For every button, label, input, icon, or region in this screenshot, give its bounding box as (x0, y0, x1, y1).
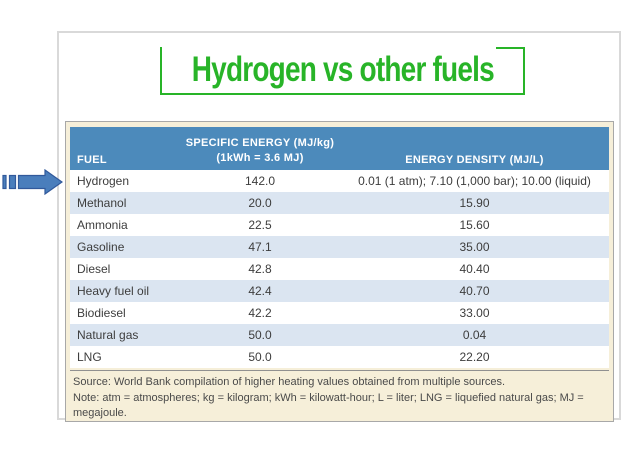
abbreviation-note: Note: atm = atmospheres; kg = kilogram; … (73, 391, 584, 420)
cell-energy-density: 22.20 (459, 350, 490, 364)
cell-fuel: Gasoline (77, 240, 125, 254)
slide-frame: Hydrogen vs other fuels FUEL SPECIFIC EN… (57, 31, 621, 422)
header-fuel: FUEL (77, 154, 107, 166)
cell-fuel: Diesel (77, 262, 111, 276)
cell-fuel: Heavy fuel oil (77, 284, 150, 298)
cell-specific-energy: 42.2 (248, 306, 272, 320)
cell-specific-energy: 42.4 (248, 284, 272, 298)
source-note: Source: World Bank compilation of higher… (73, 376, 506, 388)
title-box: Hydrogen vs other fuels (160, 47, 525, 95)
table-row: Natural gas 50.0 0.04 (70, 324, 609, 346)
header-specific-energy: SPECIFIC ENERGY (MJ/kg) (1kWh = 3.6 MJ) (180, 136, 340, 166)
header-specific-energy-line1: SPECIFIC ENERGY (MJ/kg) (185, 137, 335, 150)
table-row: Ammonia 22.5 15.60 (70, 214, 609, 236)
cell-energy-density: 40.70 (459, 284, 490, 298)
table-header: FUEL SPECIFIC ENERGY (MJ/kg) (1kWh = 3.6… (70, 127, 609, 170)
cell-energy-density: 15.90 (459, 196, 490, 210)
cell-energy-density: 0.04 (462, 328, 487, 342)
cell-energy-density: 0.01 (1 atm); 7.10 (1,000 bar); 10.00 (l… (358, 174, 591, 188)
table-notes: Source: World Bank compilation of higher… (70, 370, 609, 422)
cell-fuel: Natural gas (77, 328, 139, 342)
cell-fuel: Biodiesel (77, 306, 126, 320)
header-specific-energy-line2: (1kWh = 3.6 MJ) (216, 152, 304, 165)
table-row: LNG 50.0 22.20 (70, 346, 609, 368)
cell-energy-density: 40.40 (459, 262, 490, 276)
table-row: Methanol 20.0 15.90 (70, 192, 609, 214)
header-energy-density: ENERGY DENSITY (MJ/L) (405, 154, 544, 166)
cell-specific-energy: 20.0 (248, 196, 272, 210)
table-row: Biodiesel 42.2 33.00 (70, 302, 609, 324)
table-body: Hydrogen 142.0 0.01 (1 atm); 7.10 (1,000 b… (70, 170, 609, 368)
table-row: Heavy fuel oil 42.4 40.70 (70, 280, 609, 302)
cell-specific-energy: 22.5 (248, 218, 272, 232)
cell-specific-energy: 42.8 (248, 262, 272, 276)
cell-specific-energy: 142.0 (244, 174, 276, 188)
fuel-table: FUEL SPECIFIC ENERGY (MJ/kg) (1kWh = 3.6… (65, 121, 614, 422)
cell-specific-energy: 50.0 (248, 350, 272, 364)
cell-fuel: Hydrogen (77, 174, 130, 188)
cell-specific-energy: 50.0 (248, 328, 272, 342)
table-row: Diesel 42.8 40.40 (70, 258, 609, 280)
table-row: Gasoline 47.1 35.00 (70, 236, 609, 258)
cell-specific-energy: 47.1 (248, 240, 272, 254)
cell-fuel: Methanol (77, 196, 127, 210)
page-title: Hydrogen vs other fuels (191, 50, 494, 89)
cell-energy-density: 33.00 (459, 306, 490, 320)
cell-fuel: Ammonia (77, 218, 128, 232)
cell-energy-density: 15.60 (459, 218, 490, 232)
table-row: Hydrogen 142.0 0.01 (1 atm); 7.10 (1,000 b… (70, 170, 609, 192)
cell-fuel: LNG (77, 350, 102, 364)
striped-right-arrow-icon (2, 169, 63, 195)
cell-energy-density: 35.00 (459, 240, 490, 254)
